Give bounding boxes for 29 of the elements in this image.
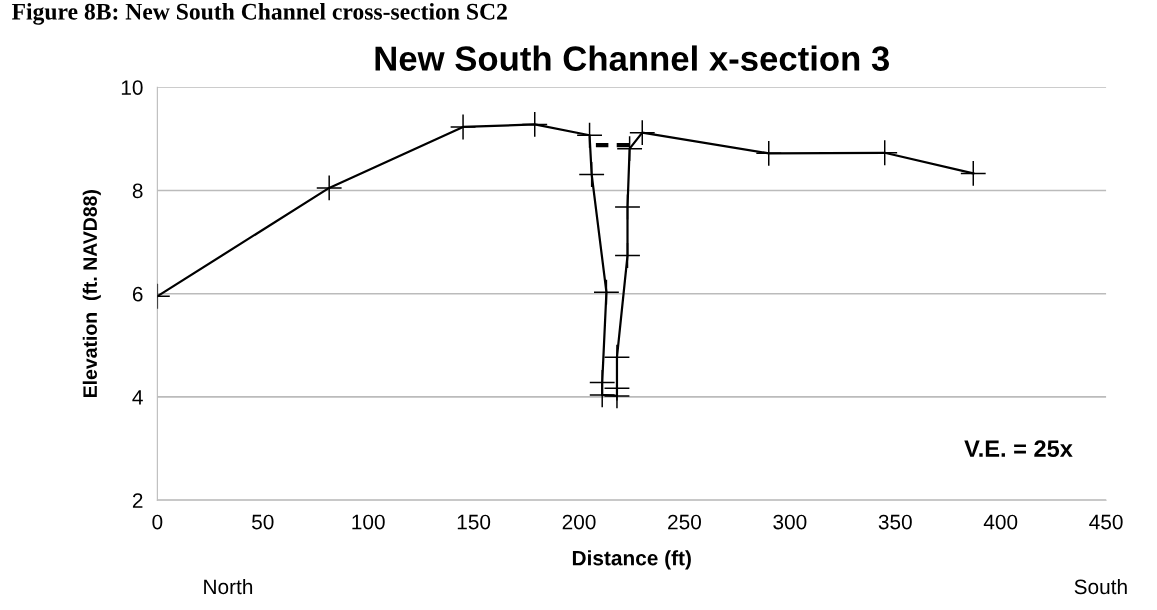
point bbox=[316, 175, 342, 201]
point bbox=[594, 279, 619, 305]
text: South bbox=[1074, 578, 1127, 595]
point bbox=[589, 382, 615, 408]
x-tick-label: 250 bbox=[668, 514, 701, 530]
x-tick-label: 300 bbox=[773, 514, 807, 530]
y-tick-label: 8 bbox=[132, 183, 143, 199]
point bbox=[577, 122, 602, 148]
y-tick-label: 2 bbox=[132, 493, 143, 508]
x-tick-label: 50 bbox=[252, 514, 274, 530]
point bbox=[756, 140, 782, 166]
x-tick-label: 350 bbox=[878, 514, 912, 530]
point bbox=[615, 194, 640, 220]
x-tick-label: 0 bbox=[152, 514, 163, 530]
chart-title: New South Channel x-section 3 bbox=[375, 45, 890, 71]
y-tick-label: 6 bbox=[132, 286, 143, 302]
point bbox=[450, 114, 476, 140]
annotation: V.E. = 25x bbox=[964, 440, 1073, 457]
x-tick-label: 450 bbox=[1089, 514, 1123, 530]
y-tick-label: 4 bbox=[132, 390, 143, 405]
y-tick-label: 10 bbox=[121, 80, 143, 95]
text: North bbox=[204, 578, 253, 595]
x-tick-label: 100 bbox=[352, 514, 385, 530]
x-tick-label: 200 bbox=[562, 514, 596, 530]
y-axis-title: Elevation (ft. NAVD88) bbox=[82, 190, 101, 398]
caption: Figure 8B: New South Channel cross-section SC2 bbox=[11, 3, 507, 25]
x-tick-label: 150 bbox=[457, 514, 491, 530]
x-tick-label: 400 bbox=[983, 514, 1018, 530]
x-axis-title: Distance (ft) bbox=[572, 550, 691, 570]
